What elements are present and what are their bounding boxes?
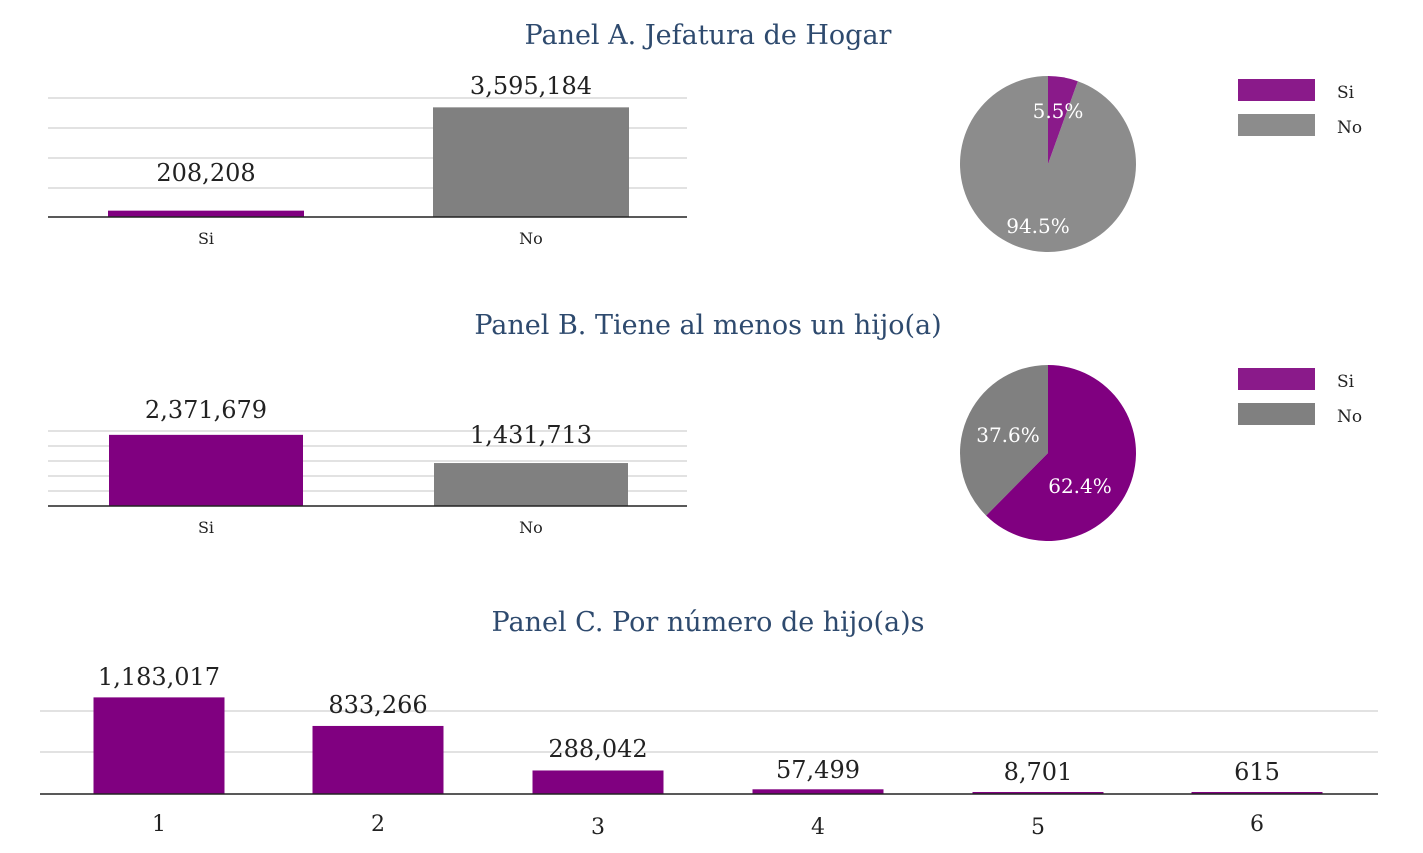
panel-a-bar-chart: 208,208 3,595,184 Si No [48, 72, 687, 248]
panel-b-bar-no [434, 463, 628, 506]
panel-b-bar-chart: 2,371,679 1,431,713 Si No [48, 396, 687, 537]
panel-c-tick-5: 5 [1031, 815, 1045, 840]
panel-b-pct-si: 62.4% [1048, 474, 1112, 498]
legend-swatch-si [1238, 368, 1315, 390]
panel-a-legend: Si No [1238, 79, 1362, 138]
panel-c-tick-6: 6 [1250, 812, 1264, 837]
legend-swatch-no [1238, 403, 1315, 425]
panel-c-value-4: 57,499 [776, 756, 860, 784]
panel-c-value-2: 833,266 [328, 691, 427, 719]
panel-c-bar-4 [752, 789, 884, 794]
panel-c-value-6: 615 [1234, 758, 1280, 786]
panel-a-bar-si [108, 210, 304, 217]
panel-c-tick-4: 4 [811, 815, 825, 840]
panel-c-tick-1: 1 [152, 812, 166, 837]
panel-c-value-5: 8,701 [1004, 758, 1073, 786]
panel-b-value-si: 2,371,679 [145, 396, 267, 424]
panel-b-pie-chart: 62.4% 37.6% [960, 365, 1137, 541]
panel-a-slice-si [1048, 76, 1078, 164]
panel-b-title: Panel B. Tiene al menos un hijo(a) [474, 310, 941, 341]
panel-b-value-no: 1,431,713 [470, 421, 592, 449]
legend-label-si: Si [1337, 83, 1355, 103]
panel-a-pct-si: 5.5% [1033, 99, 1084, 123]
legend-swatch-si [1238, 79, 1315, 101]
panel-b-slice-si [986, 365, 1137, 541]
panel-a-tick-no: No [519, 229, 543, 248]
panel-a-value-si: 208,208 [156, 159, 255, 187]
panel-a-pct-no: 94.5% [1006, 214, 1070, 238]
legend-swatch-no [1238, 114, 1315, 136]
panel-c-tick-3: 3 [591, 815, 605, 840]
panel-a-value-no: 3,595,184 [470, 72, 592, 100]
panel-b-legend: Si No [1238, 368, 1362, 427]
panel-c-bar-1 [93, 697, 225, 794]
panel-c-bar-chart: 1,183,017 833,266 288,042 57,499 8,701 6… [40, 663, 1378, 840]
panel-c-value-3: 288,042 [548, 735, 647, 763]
legend-label-no: No [1337, 407, 1362, 427]
panel-a-tick-si: Si [198, 229, 214, 248]
panel-b-tick-si: Si [198, 518, 214, 537]
panel-c-bar-2 [312, 725, 444, 794]
panel-c-bar-3 [532, 770, 664, 794]
panel-b-bar-si [109, 434, 303, 506]
legend-label-no: No [1337, 118, 1362, 138]
panel-c-bar-6 [1191, 792, 1323, 794]
panel-b-tick-no: No [519, 518, 543, 537]
legend-label-si: Si [1337, 372, 1355, 392]
panel-c-title: Panel C. Por número de hijo(a)s [492, 607, 925, 638]
panel-b-pct-no: 37.6% [976, 423, 1040, 447]
panel-b-slice-no [960, 365, 1048, 516]
panel-c-tick-2: 2 [371, 812, 385, 837]
panel-c-value-1: 1,183,017 [98, 663, 220, 691]
panel-a-slice-no [960, 76, 1137, 253]
panel-c-bar-5 [972, 792, 1104, 794]
panel-a-bar-no [433, 107, 629, 217]
panel-a-title: Panel A. Jefatura de Hogar [525, 20, 892, 51]
panel-a-pie-chart: 5.5% 94.5% [960, 76, 1137, 253]
